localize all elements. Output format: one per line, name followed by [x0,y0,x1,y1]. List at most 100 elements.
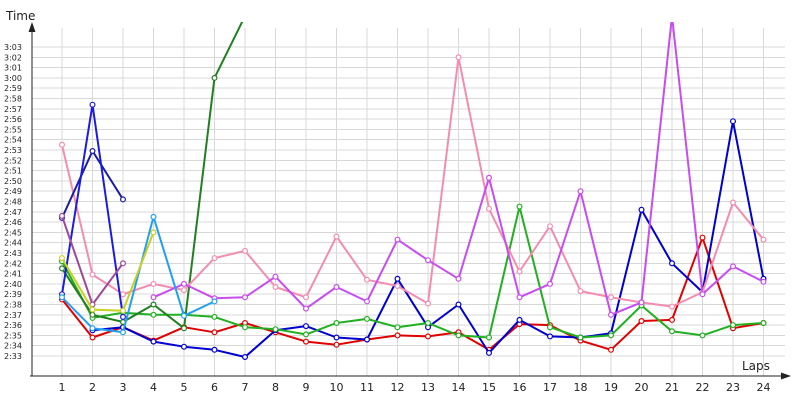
data-point [333,341,340,348]
data-point [119,307,126,314]
x-tick-label: 15 [482,381,496,394]
y-tick-label: 2:52 [4,156,22,165]
series-10 [58,213,218,336]
y-tick-label: 2:51 [4,167,22,176]
data-point [333,334,340,341]
data-point [425,300,432,307]
y-axis-title: Time [5,9,35,23]
data-point [668,260,675,267]
data-point [181,343,188,350]
data-point [425,333,432,340]
y-tick-label: 2:41 [4,270,22,279]
series-11 [58,229,157,314]
data-point [760,278,767,285]
x-tick-label: 14 [452,381,466,394]
series-5 [58,54,767,310]
data-point [607,294,614,301]
axes: Time Laps [5,9,791,380]
data-point [638,206,645,213]
data-point [58,294,65,301]
data-point [303,323,310,330]
data-point [455,275,462,282]
series-line [61,232,155,312]
data-point [668,303,675,310]
data-point [211,346,218,353]
y-tick-label: 2:44 [4,239,22,248]
data-point [729,118,736,125]
data-point [516,268,523,275]
data-point [211,313,218,320]
y-tick-label: 2:42 [4,259,22,268]
data-point [211,255,218,262]
data-point [364,315,371,322]
data-point [150,338,157,345]
data-point [211,329,218,336]
data-point [119,329,126,336]
data-point [272,326,279,333]
data-point [699,291,706,298]
y-tick-label: 2:49 [4,187,22,196]
data-point [546,280,553,287]
data-point [638,318,645,325]
y-tick-label: 2:50 [4,177,22,186]
data-point [119,196,126,203]
data-point [607,311,614,318]
x-tick-labels: 1 2 3 4 5 6 7 8 9 10 11 12 13 14 15 16 17 18 19 20 21 22 23 24 [59,381,771,394]
x-tick-label: 9 [303,381,310,394]
data-point [486,174,493,181]
y-tick-label: 2:38 [4,301,22,310]
y-tick-label: 2:34 [4,342,22,351]
y-axis-arrow [28,22,36,32]
x-tick-label: 22 [696,381,710,394]
grid [31,28,785,376]
y-tick-label: 2:37 [4,311,22,320]
y-tick-label: 2:36 [4,321,22,330]
y-tick-label: 2:33 [4,352,22,361]
data-point [150,311,157,318]
series-4 [58,22,244,332]
y-tick-label: 2:54 [4,136,22,145]
data-point [89,148,96,155]
y-tick-label: 2:35 [4,331,22,340]
x-tick-label: 20 [635,381,649,394]
data-point [303,305,310,312]
y-tick-label: 2:57 [4,105,22,114]
data-point [729,199,736,206]
y-tick-label: 3:03 [4,43,22,52]
y-tick-label: 3:01 [4,64,22,73]
data-point [394,236,401,243]
x-tick-label: 5 [181,381,188,394]
data-point [425,257,432,264]
data-point [150,301,157,308]
data-point [333,233,340,240]
x-tick-label: 2 [89,381,96,394]
data-point [119,313,126,320]
data-point [58,212,65,219]
x-tick-label: 24 [757,381,771,394]
y-tick-label: 2:40 [4,280,22,289]
data-point [516,294,523,301]
y-tick-label: 2:56 [4,115,22,124]
data-point [577,288,584,295]
data-point [150,213,157,220]
data-point [89,325,96,332]
data-point [303,331,310,338]
data-point [242,354,249,361]
data-point [546,223,553,230]
data-point [333,320,340,327]
data-point [58,255,65,262]
series-7 [58,148,126,222]
x-tick-label: 16 [513,381,527,394]
data-point [333,284,340,291]
x-tick-label: 23 [726,381,740,394]
data-point [394,275,401,282]
x-tick-label: 7 [242,381,249,394]
data-point [272,284,279,291]
data-point [211,298,218,305]
data-point [699,234,706,241]
y-tick-label: 2:53 [4,146,22,155]
x-tick-label: 12 [391,381,405,394]
series-3 [58,203,767,341]
data-point [89,311,96,318]
